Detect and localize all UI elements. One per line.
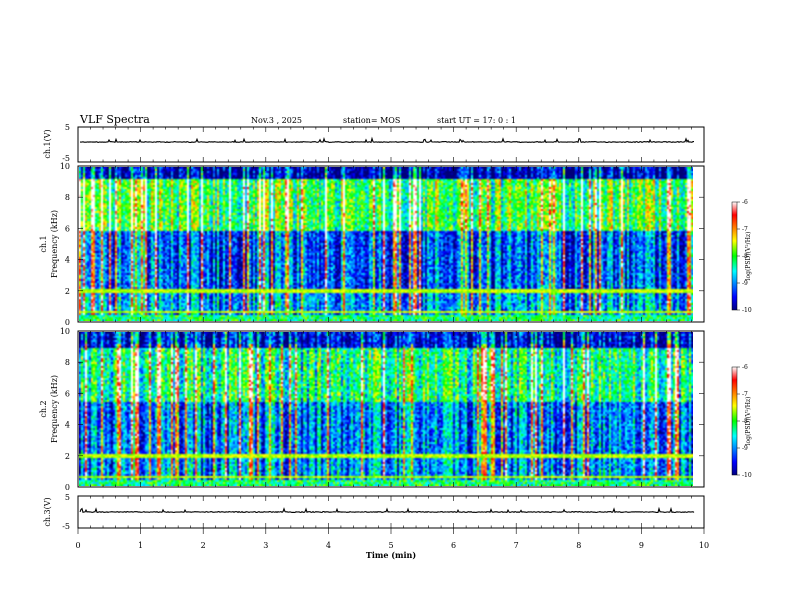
y-tick-label: 10 [60, 327, 70, 336]
y-tick-label: 6 [65, 389, 70, 398]
header-date: Nov.3 , 2025 [251, 116, 302, 125]
x-tick-label: 5 [388, 541, 393, 550]
y-tick-label: 4 [65, 256, 70, 265]
ch2-spec-ylabel-freq: Frequency (kHz) [50, 375, 59, 443]
ch1-waveform-trace [80, 136, 694, 144]
ch1-wave-ytick-neg5: -5 [62, 154, 70, 163]
x-tick-label: 1 [138, 541, 143, 550]
ch2-spectrogram-image [79, 332, 693, 486]
y-tick-label: 2 [65, 452, 70, 461]
colorbar-tick-label: -8 [742, 418, 748, 425]
colorbar-tick-label: -8 [742, 253, 748, 260]
y-tick-label: 8 [65, 358, 70, 367]
ch2-spectrogram-panel [77, 330, 705, 488]
header-station: station= MOS [343, 116, 400, 125]
ch2-spec-ylabel-channel: ch.2 [39, 400, 48, 417]
y-tick-label: 0 [65, 318, 70, 327]
ch1-colorbar-label: log(PSD)(V²/Hz) [745, 232, 752, 281]
x-tick-label: 0 [75, 541, 80, 550]
ch1-waveform-panel [77, 126, 705, 163]
y-tick-label: 2 [65, 287, 70, 296]
x-tick-label: 2 [201, 541, 206, 550]
ch1-spec-ylabel-channel: ch.1 [39, 235, 48, 252]
colorbar-tick-label: -7 [742, 226, 748, 233]
x-tick-label: 7 [514, 541, 519, 550]
ch3-waveform-trace [79, 506, 695, 514]
colorbar-tick-label: -10 [742, 472, 752, 479]
colorbar-tick-label: -6 [742, 199, 748, 206]
y-tick-label: 6 [65, 224, 70, 233]
x-tick-label: 8 [576, 541, 581, 550]
chart-title: VLF Spectra [79, 113, 150, 126]
ch1-wave-ytick-5: 5 [65, 123, 70, 132]
ch3-wave-ylabel: ch.3(V) [43, 497, 52, 526]
colorbar-tick-label: -7 [742, 391, 748, 398]
ch1-spectrogram-image [79, 167, 693, 321]
colorbar-tick-label: -9 [742, 280, 748, 287]
colorbar-tick-label: -6 [742, 364, 748, 371]
ch3-waveform-panel [77, 495, 705, 529]
x-tick-label: 6 [451, 541, 456, 550]
ch1-wave-ylabel: ch.1(V) [43, 129, 52, 158]
ch1-colorbar: -6 -7 -8 -9 -10 log(PSD)(V²/Hz) [731, 199, 752, 314]
ch1-spectrogram-panel [77, 165, 705, 323]
header-start-time: start UT = 17: 0 : 1 [437, 116, 516, 125]
x-tick-label: 3 [263, 541, 268, 550]
ch3-wave-ytick-neg5: -5 [62, 522, 70, 531]
ch1-spec-ylabel-freq: Frequency (kHz) [50, 210, 59, 278]
y-tick-label: 0 [65, 483, 70, 492]
y-tick-label: 8 [65, 193, 70, 202]
x-tick-label: 9 [639, 541, 644, 550]
x-tick-label: 4 [326, 541, 331, 550]
colorbar-tick-label: -9 [742, 445, 748, 452]
ch3-wave-ytick-5: 5 [65, 493, 70, 502]
ch2-colorbar-label: log(PSD)(V²/Hz) [745, 397, 752, 446]
colorbar-tick-label: -10 [742, 307, 752, 314]
y-tick-label: 10 [60, 162, 70, 171]
x-tick-label: 10 [699, 541, 709, 550]
y-tick-label: 4 [65, 421, 70, 430]
x-axis-label: Time (min) [366, 550, 416, 560]
ch2-colorbar: -6 -7 -8 -9 -10 log(PSD)(V²/Hz) [731, 364, 752, 479]
